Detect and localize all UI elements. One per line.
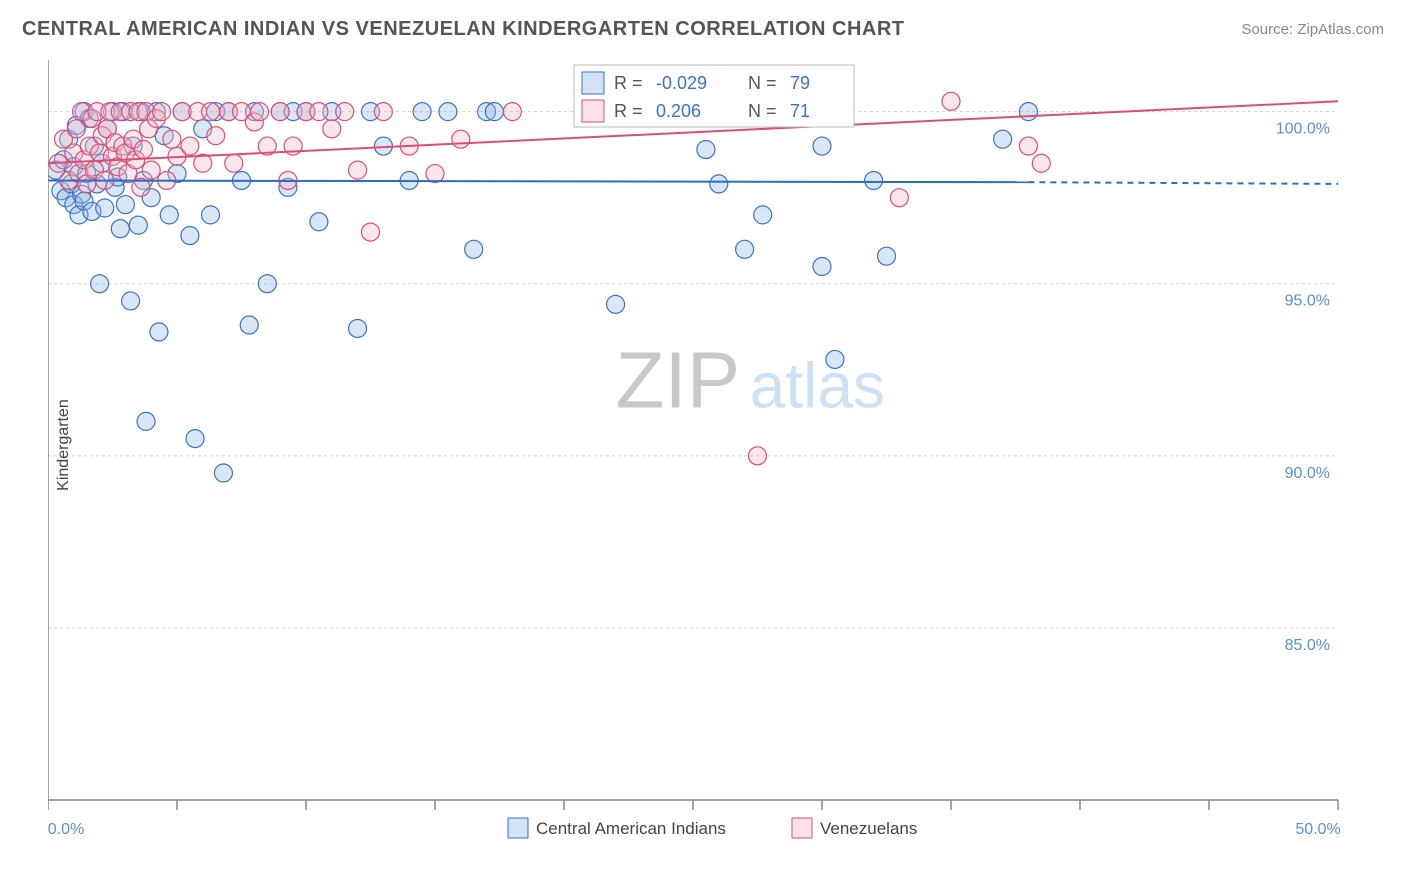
data-point (202, 206, 220, 224)
data-point (374, 103, 392, 121)
data-point (452, 130, 470, 148)
stat-n-label: N = (748, 73, 777, 93)
data-point (362, 223, 380, 241)
data-point (503, 103, 521, 121)
data-point (942, 92, 960, 110)
y-tick-label: 95.0% (1285, 293, 1330, 310)
data-point (413, 103, 431, 121)
data-point (240, 316, 258, 334)
legend-swatch (792, 818, 812, 838)
data-point (116, 196, 134, 214)
data-point (134, 140, 152, 158)
x-tick-label: 0.0% (48, 821, 84, 838)
data-point (181, 137, 199, 155)
stat-r-label: R = (614, 101, 643, 121)
data-point (137, 412, 155, 430)
data-point (697, 140, 715, 158)
data-point (91, 275, 109, 293)
data-point (96, 199, 114, 217)
data-point (865, 171, 883, 189)
data-point (439, 103, 457, 121)
data-point (336, 103, 354, 121)
data-point (225, 154, 243, 172)
data-point (310, 103, 328, 121)
scatter-chart: 85.0% 90.0% 95.0% 100.0% ZIPatlas 0.0% 50.0% R … (48, 60, 1388, 860)
data-point (207, 127, 225, 145)
data-point (813, 137, 831, 155)
data-point (129, 216, 147, 234)
data-point (163, 130, 181, 148)
data-point (349, 319, 367, 337)
stat-r-value: 0.206 (656, 101, 701, 121)
data-point (181, 227, 199, 245)
stat-n-label: N = (748, 101, 777, 121)
data-point (214, 464, 232, 482)
data-point (826, 350, 844, 368)
x-tick-label: 50.0% (1295, 821, 1340, 838)
data-point (258, 275, 276, 293)
chart-title: CENTRAL AMERICAN INDIAN VS VENEZUELAN KI… (22, 18, 905, 41)
y-axis-label: Kindergarten (55, 399, 73, 491)
data-point (749, 447, 767, 465)
data-point (426, 165, 444, 183)
legend-label: Central American Indians (536, 819, 726, 838)
data-point (1032, 154, 1050, 172)
data-point (202, 103, 220, 121)
stat-n-value: 79 (790, 73, 810, 93)
stat-r-value: -0.029 (656, 73, 707, 93)
data-point (186, 430, 204, 448)
data-point (150, 323, 168, 341)
data-point (67, 120, 85, 138)
legend-swatch (508, 818, 528, 838)
data-point (142, 161, 160, 179)
source-attribution: Source: ZipAtlas.com (1241, 21, 1384, 38)
y-tick-label: 90.0% (1285, 465, 1330, 482)
data-point (111, 220, 129, 238)
data-point (349, 161, 367, 179)
legend-swatch (582, 72, 604, 94)
watermark: ZIP (616, 336, 740, 425)
data-point (153, 103, 171, 121)
data-point (607, 295, 625, 313)
data-point (813, 258, 831, 276)
data-point (1019, 103, 1037, 121)
data-point (710, 175, 728, 193)
data-point (323, 120, 341, 138)
y-tick-label: 100.0% (1276, 121, 1330, 138)
legend-swatch (582, 100, 604, 122)
legend-label: Venezuelans (820, 819, 917, 838)
data-point (878, 247, 896, 265)
trend-line-extrap (1028, 182, 1338, 184)
data-point (485, 103, 503, 121)
data-point (754, 206, 772, 224)
chart-container: Kindergarten 85.0% 90.0% 95.0% 100.0% ZIPatl… (48, 60, 1388, 830)
data-point (736, 240, 754, 258)
data-point (122, 292, 140, 310)
data-point (310, 213, 328, 231)
y-tick-label: 85.0% (1285, 637, 1330, 654)
data-point (160, 206, 178, 224)
data-point (271, 103, 289, 121)
data-point (1019, 137, 1037, 155)
stat-r-label: R = (614, 73, 643, 93)
stat-n-value: 71 (790, 101, 810, 121)
data-point (994, 130, 1012, 148)
data-point (465, 240, 483, 258)
data-point (890, 189, 908, 207)
data-point (251, 103, 269, 121)
watermark: atlas (750, 350, 885, 422)
